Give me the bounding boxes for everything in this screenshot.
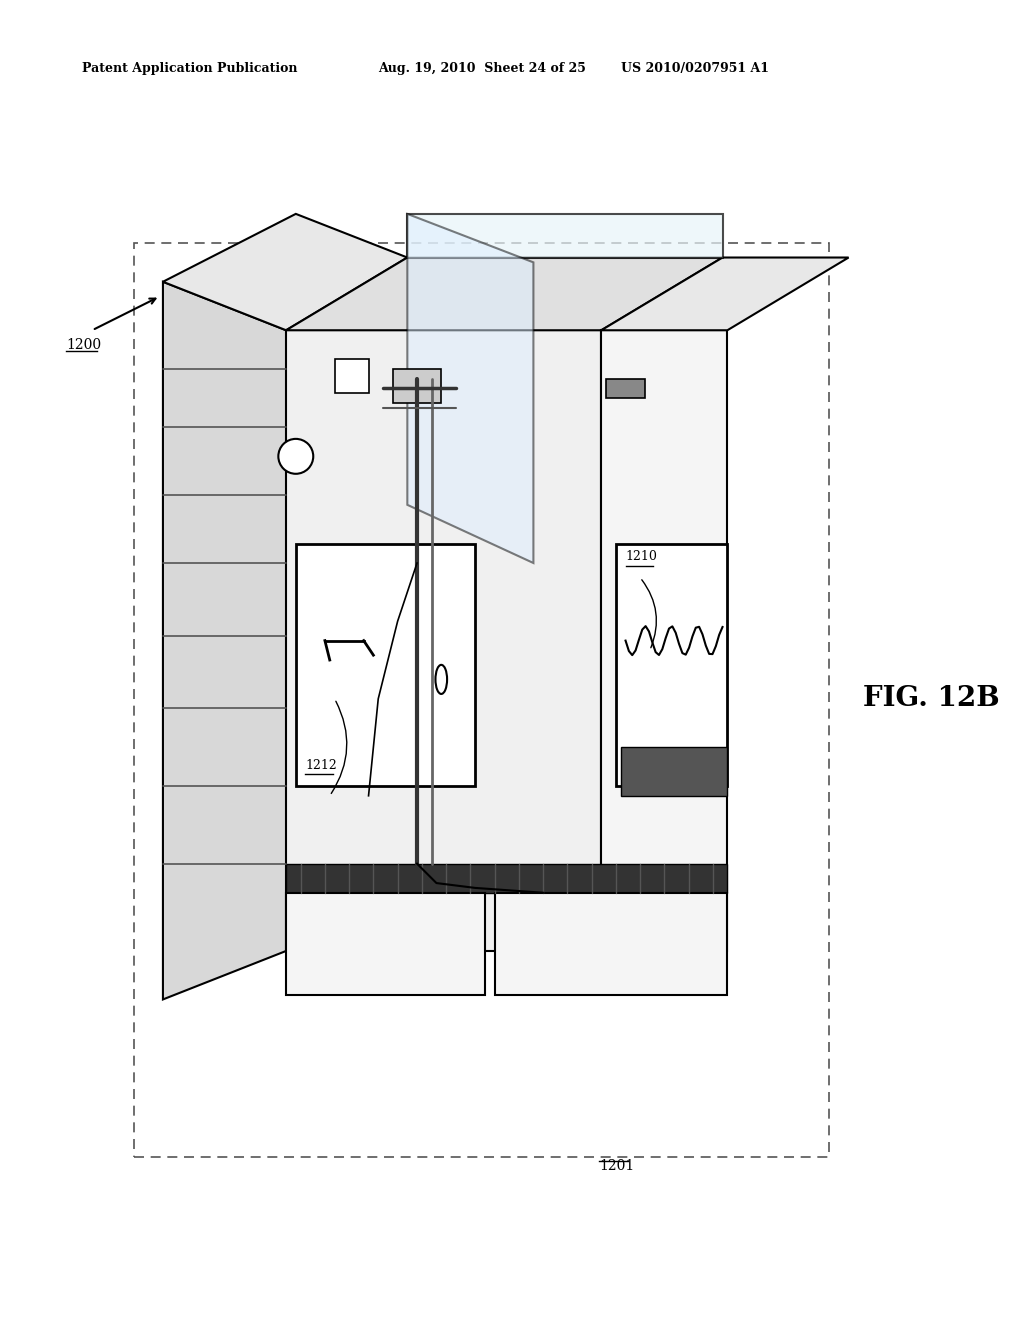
Text: FIG. 12B: FIG. 12B (863, 685, 999, 713)
Polygon shape (408, 214, 723, 257)
Polygon shape (606, 379, 645, 399)
Text: 1212: 1212 (305, 759, 337, 771)
Text: 1201: 1201 (599, 1159, 635, 1173)
Text: Aug. 19, 2010  Sheet 24 of 25: Aug. 19, 2010 Sheet 24 of 25 (378, 62, 586, 75)
Polygon shape (495, 892, 727, 994)
Polygon shape (621, 747, 727, 796)
Polygon shape (615, 544, 727, 787)
Ellipse shape (435, 665, 447, 694)
Polygon shape (286, 257, 723, 330)
Text: Patent Application Publication: Patent Application Publication (83, 62, 298, 75)
Polygon shape (163, 214, 408, 330)
Polygon shape (286, 892, 485, 994)
Polygon shape (393, 370, 441, 403)
Text: 1200: 1200 (66, 338, 101, 352)
Circle shape (279, 438, 313, 474)
Polygon shape (286, 863, 727, 892)
Polygon shape (163, 281, 286, 999)
Polygon shape (601, 257, 849, 330)
Polygon shape (286, 330, 601, 950)
Polygon shape (335, 359, 369, 393)
Text: US 2010/0207951 A1: US 2010/0207951 A1 (621, 62, 769, 75)
Polygon shape (601, 330, 727, 950)
Polygon shape (408, 214, 534, 564)
Text: 1210: 1210 (626, 550, 657, 564)
Polygon shape (296, 544, 475, 787)
